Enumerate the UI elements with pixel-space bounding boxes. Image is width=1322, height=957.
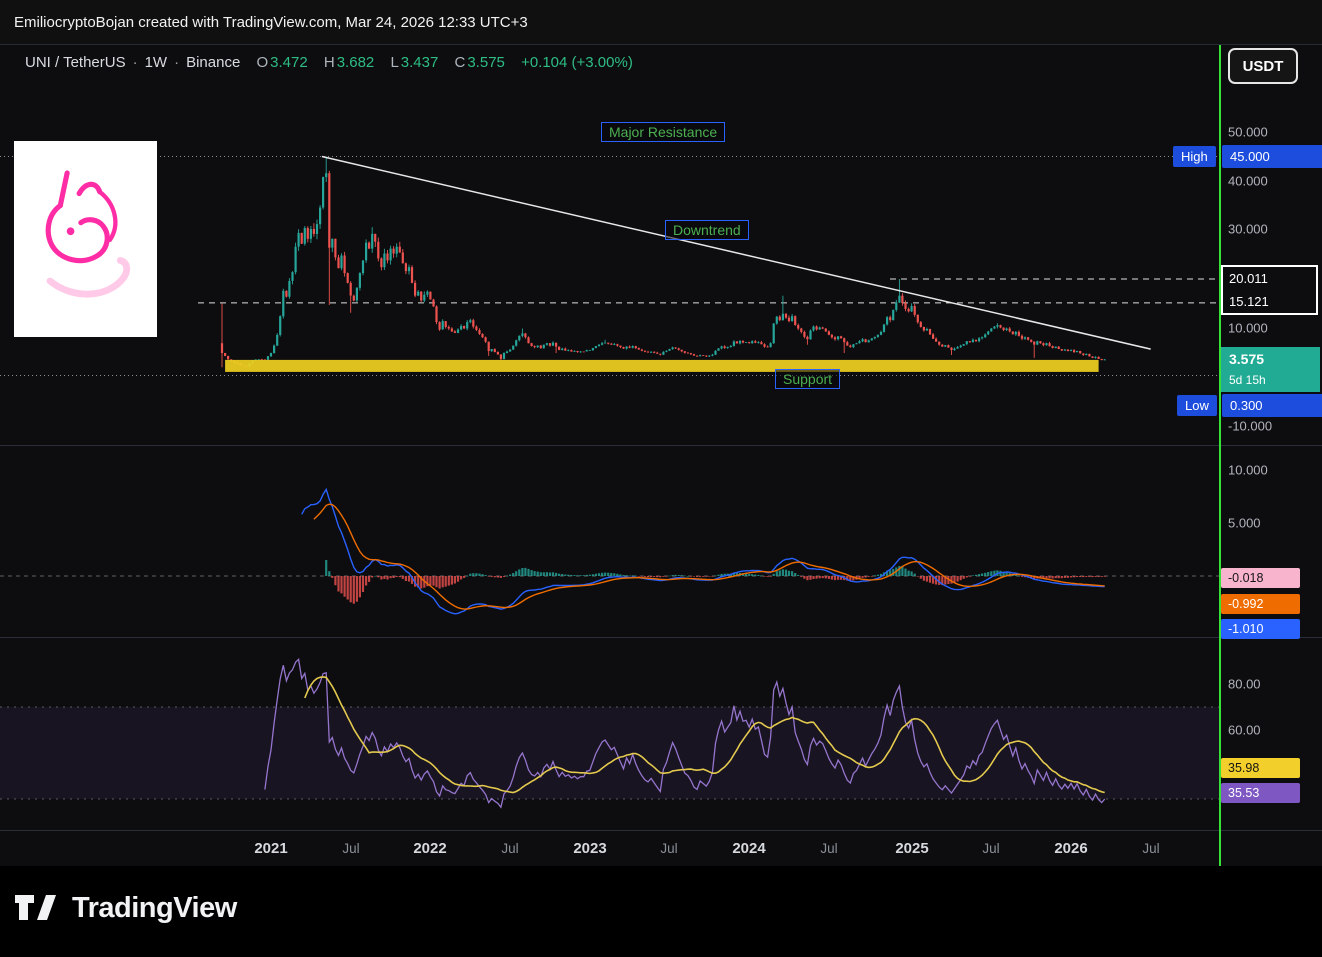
chart-canvas[interactable] bbox=[0, 0, 1219, 866]
time-axis[interactable]: 2021 Jul 2022 Jul 2023 Jul 2024 Jul 2025 Jul 2026 J… bbox=[0, 830, 1322, 867]
time-axis-label: 2022 bbox=[413, 840, 447, 857]
legend-separator: · bbox=[174, 54, 180, 71]
time-axis-label: Jul bbox=[820, 841, 838, 856]
axis-tick-label: 10.000 bbox=[1228, 320, 1268, 336]
high-callout-chip: High bbox=[1173, 146, 1216, 167]
low-price-badge: 0.300 bbox=[1222, 394, 1322, 417]
open-value: 3.472 bbox=[270, 54, 308, 71]
change-value: +0.104 (+3.00%) bbox=[521, 54, 633, 71]
time-axis-label: Jul bbox=[501, 841, 519, 856]
tradingview-wordmark[interactable]: TradingView bbox=[72, 892, 237, 924]
exchange-label: Binance bbox=[186, 54, 241, 71]
downtrend-label[interactable]: Downtrend bbox=[665, 220, 749, 240]
macd-hist-badge: -0.018 bbox=[1221, 568, 1300, 588]
axis-tick-label: 60.00 bbox=[1228, 722, 1261, 738]
low-value: 3.437 bbox=[400, 54, 439, 71]
close-label: C bbox=[454, 54, 466, 71]
low-label: L bbox=[390, 54, 399, 71]
price-axis-separator-line bbox=[1219, 45, 1221, 866]
time-axis-label: Jul bbox=[982, 841, 1000, 856]
interval-label[interactable]: 1W bbox=[144, 54, 168, 71]
time-axis-label: Jul bbox=[660, 841, 678, 856]
axis-tick-label: 30.000 bbox=[1228, 221, 1268, 237]
last-price-value: 3.575 bbox=[1229, 351, 1265, 367]
low-callout-chip: Low bbox=[1177, 395, 1217, 416]
last-price-badge: 3.575 5d 15h bbox=[1221, 347, 1320, 392]
axis-tick-label: 40.000 bbox=[1228, 173, 1268, 189]
symbol-legend: UNI / TetherUS · 1W · Binance O 3.472 H 3.682 … bbox=[25, 54, 633, 71]
support-label[interactable]: Support bbox=[775, 369, 841, 389]
pane-separator[interactable] bbox=[0, 445, 1322, 446]
symbol-title[interactable]: UNI / TetherUS bbox=[25, 54, 126, 71]
rsi-value-badge: 35.53 bbox=[1221, 783, 1300, 803]
time-axis-label: 2021 bbox=[254, 840, 288, 857]
major-resistance-label[interactable]: Major Resistance bbox=[601, 122, 726, 142]
tradingview-logo-icon[interactable] bbox=[13, 888, 63, 928]
level-price-box: 20.011 15.121 bbox=[1221, 265, 1318, 315]
axis-tick-label: -10.000 bbox=[1228, 418, 1273, 434]
legend-separator: · bbox=[132, 54, 138, 71]
open-label: O bbox=[256, 54, 269, 71]
time-axis-label: 2023 bbox=[573, 840, 607, 857]
high-price-badge: 45.000 bbox=[1222, 145, 1322, 168]
axis-tick-label: 10.000 bbox=[1228, 462, 1268, 478]
attribution-bar: EmiliocryptoBojan created with TradingVi… bbox=[0, 0, 1322, 45]
axis-tick-label: 80.00 bbox=[1228, 676, 1261, 692]
axis-tick-label: 5.000 bbox=[1228, 515, 1261, 531]
macd-signal-badge: -1.010 bbox=[1221, 619, 1300, 639]
close-value: 3.575 bbox=[467, 54, 505, 71]
currency-usdt-button[interactable]: USDT bbox=[1228, 48, 1298, 84]
unicorn-icon bbox=[45, 170, 130, 298]
support-level-value: 15.121 bbox=[1229, 294, 1269, 309]
bar-countdown: 5d 15h bbox=[1229, 373, 1266, 387]
uniswap-logo bbox=[14, 141, 157, 337]
rsi-ma-badge: 35.98 bbox=[1221, 758, 1300, 778]
time-axis-label: 2026 bbox=[1054, 840, 1088, 857]
high-value: 3.682 bbox=[336, 54, 375, 71]
macd-line-badge: -0.992 bbox=[1221, 594, 1300, 614]
axis-tick-label: 50.000 bbox=[1228, 124, 1268, 140]
resistance-level-value: 20.011 bbox=[1229, 271, 1268, 286]
footer: TradingView bbox=[0, 866, 1322, 957]
attribution-text: EmiliocryptoBojan created with TradingVi… bbox=[14, 14, 528, 31]
high-label: H bbox=[323, 54, 335, 71]
time-axis-label: Jul bbox=[342, 841, 360, 856]
pane-separator[interactable] bbox=[0, 637, 1322, 638]
time-axis-label: 2024 bbox=[732, 840, 766, 857]
time-axis-label: Jul bbox=[1142, 841, 1160, 856]
time-axis-label: 2025 bbox=[895, 840, 929, 857]
